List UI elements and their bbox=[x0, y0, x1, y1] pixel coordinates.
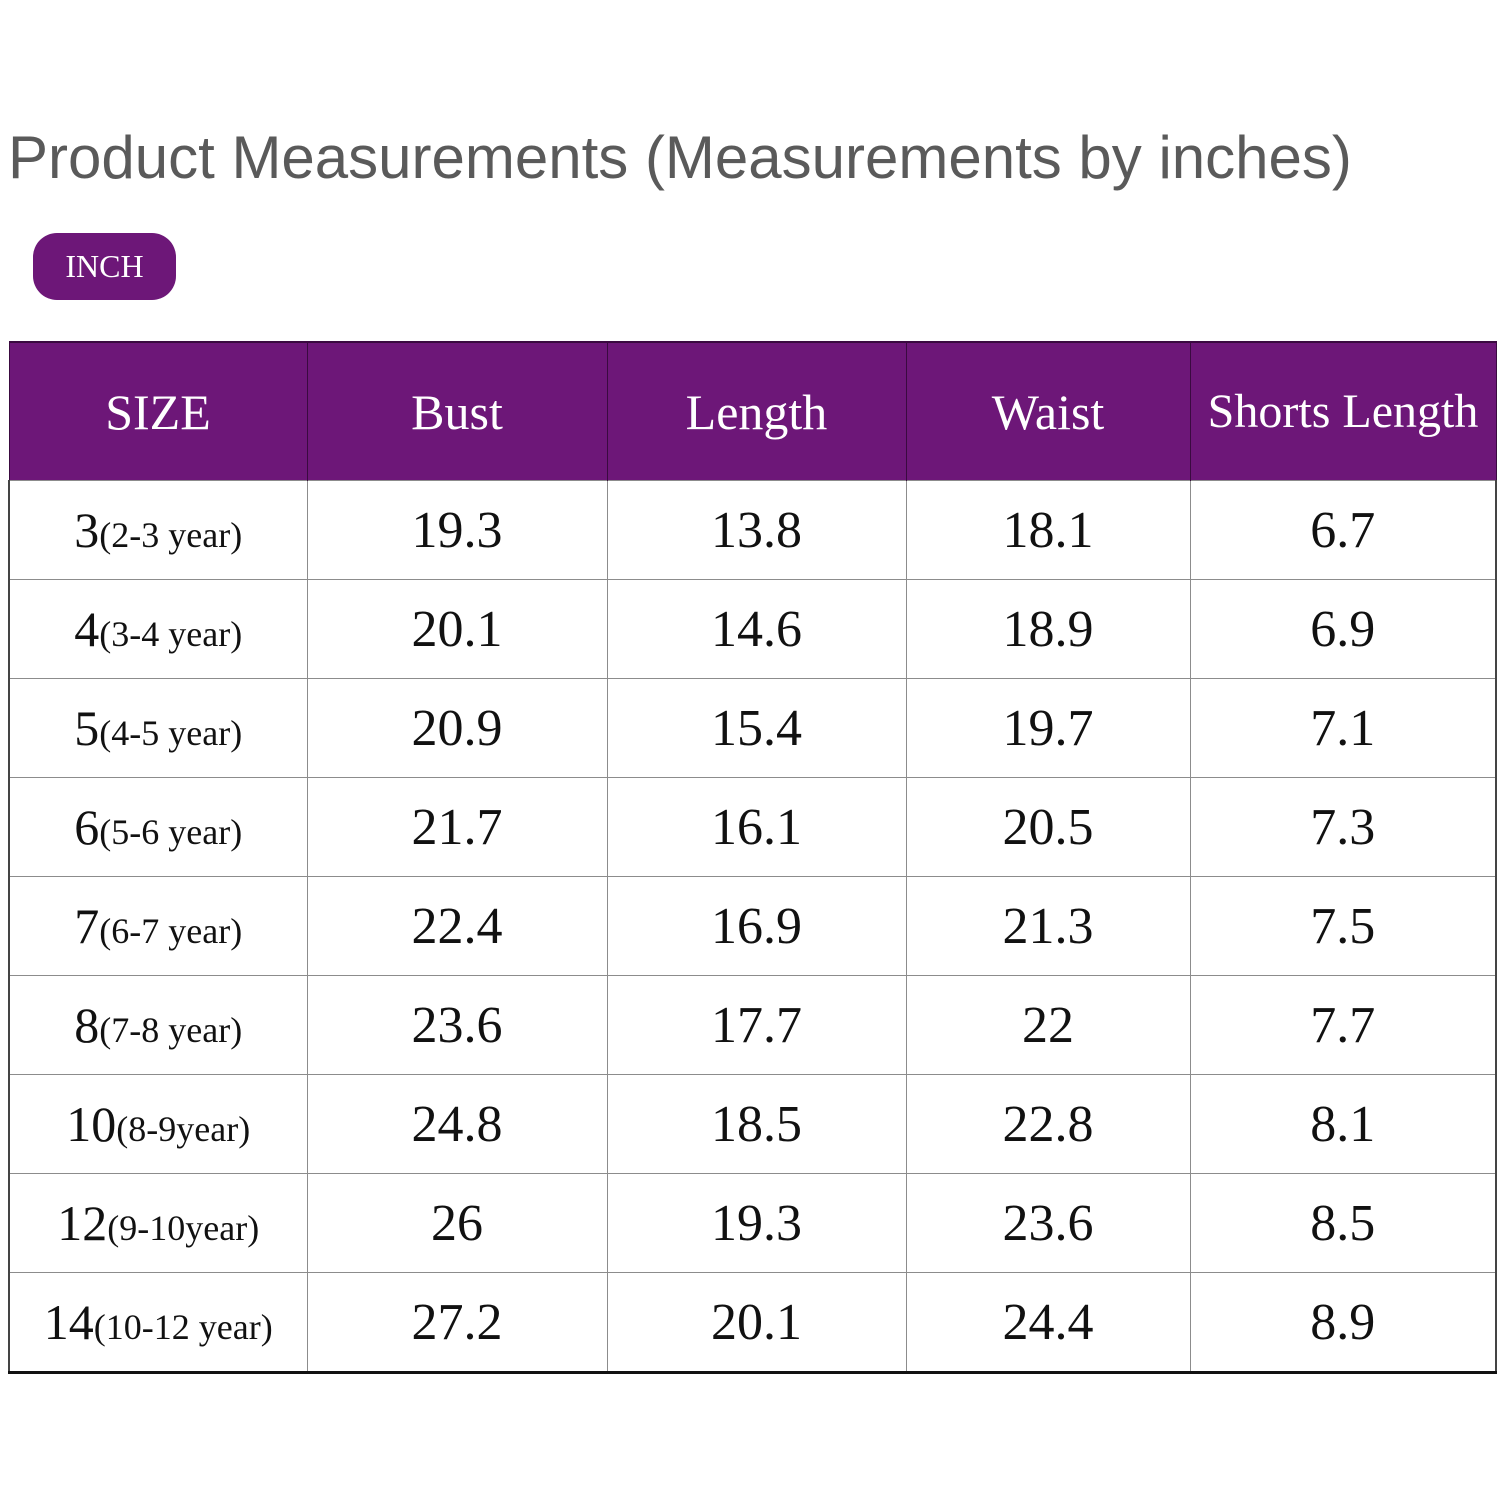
size-cell: 14(10-12 year) bbox=[8, 1272, 308, 1373]
table-row: 4(3-4 year) 20.1 14.6 18.9 6.9 bbox=[8, 579, 1497, 679]
column-header-length: Length bbox=[606, 341, 907, 481]
page-title: Product Measurements (Measurements by in… bbox=[8, 124, 1352, 191]
shorts-length-cell: 8.9 bbox=[1189, 1272, 1497, 1373]
waist-cell: 18.1 bbox=[905, 480, 1191, 580]
shorts-length-cell: 8.5 bbox=[1189, 1173, 1497, 1273]
size-cell: 7(6-7 year) bbox=[8, 876, 308, 976]
size-number: 3 bbox=[74, 501, 100, 558]
column-header-bust: Bust bbox=[306, 341, 608, 481]
column-header-size: SIZE bbox=[8, 341, 308, 481]
size-cell: 6(5-6 year) bbox=[8, 777, 308, 877]
table-row: 7(6-7 year) 22.4 16.9 21.3 7.5 bbox=[8, 876, 1497, 976]
size-number: 7 bbox=[74, 897, 100, 954]
length-cell: 16.9 bbox=[606, 876, 907, 976]
table-row: 6(5-6 year) 21.7 16.1 20.5 7.3 bbox=[8, 777, 1497, 877]
length-cell: 13.8 bbox=[606, 480, 907, 580]
shorts-length-cell: 7.1 bbox=[1189, 678, 1497, 778]
length-cell: 18.5 bbox=[606, 1074, 907, 1174]
shorts-length-cell: 7.3 bbox=[1189, 777, 1497, 877]
size-number: 6 bbox=[74, 798, 100, 855]
size-cell: 4(3-4 year) bbox=[8, 579, 308, 679]
shorts-length-cell: 6.7 bbox=[1189, 480, 1497, 580]
waist-cell: 23.6 bbox=[905, 1173, 1191, 1273]
age-range: (10-12 year) bbox=[93, 1306, 273, 1347]
length-cell: 15.4 bbox=[606, 678, 907, 778]
age-range: (8-9year) bbox=[116, 1108, 251, 1149]
age-range: (3-4 year) bbox=[99, 613, 243, 654]
age-range: (7-8 year) bbox=[99, 1009, 243, 1050]
bust-cell: 19.3 bbox=[306, 480, 608, 580]
waist-cell: 24.4 bbox=[905, 1272, 1191, 1373]
length-cell: 20.1 bbox=[606, 1272, 907, 1373]
size-number: 8 bbox=[74, 996, 100, 1053]
waist-cell: 19.7 bbox=[905, 678, 1191, 778]
size-cell: 12(9-10year) bbox=[8, 1173, 308, 1273]
bust-cell: 21.7 bbox=[306, 777, 608, 877]
length-cell: 19.3 bbox=[606, 1173, 907, 1273]
size-cell: 3(2-3 year) bbox=[8, 480, 308, 580]
age-range: (2-3 year) bbox=[99, 514, 243, 555]
table-row: 5(4-5 year) 20.9 15.4 19.7 7.1 bbox=[8, 678, 1497, 778]
size-chart-table: SIZE Bust Length Waist Shorts Length 3(2… bbox=[8, 341, 1497, 1374]
shorts-length-cell: 8.1 bbox=[1189, 1074, 1497, 1174]
length-cell: 14.6 bbox=[606, 579, 907, 679]
size-number: 4 bbox=[74, 600, 100, 657]
bust-cell: 23.6 bbox=[306, 975, 608, 1075]
size-cell: 5(4-5 year) bbox=[8, 678, 308, 778]
table-row: 8(7-8 year) 23.6 17.7 22 7.7 bbox=[8, 975, 1497, 1075]
shorts-length-cell: 7.5 bbox=[1189, 876, 1497, 976]
bust-cell: 20.1 bbox=[306, 579, 608, 679]
size-number: 10 bbox=[66, 1095, 117, 1152]
waist-cell: 21.3 bbox=[905, 876, 1191, 976]
table-header-row: SIZE Bust Length Waist Shorts Length bbox=[8, 341, 1497, 481]
waist-cell: 20.5 bbox=[905, 777, 1191, 877]
waist-cell: 18.9 bbox=[905, 579, 1191, 679]
table-row: 3(2-3 year) 19.3 13.8 18.1 6.7 bbox=[8, 480, 1497, 580]
bust-cell: 22.4 bbox=[306, 876, 608, 976]
bust-cell: 26 bbox=[306, 1173, 608, 1273]
shorts-length-cell: 6.9 bbox=[1189, 579, 1497, 679]
size-cell: 10(8-9year) bbox=[8, 1074, 308, 1174]
bust-cell: 24.8 bbox=[306, 1074, 608, 1174]
size-number: 14 bbox=[43, 1293, 94, 1350]
length-cell: 16.1 bbox=[606, 777, 907, 877]
age-range: (4-5 year) bbox=[99, 712, 243, 753]
waist-cell: 22 bbox=[905, 975, 1191, 1075]
size-number: 12 bbox=[57, 1194, 108, 1251]
age-range: (5-6 year) bbox=[99, 811, 243, 852]
unit-badge: INCH bbox=[33, 233, 176, 300]
bust-cell: 20.9 bbox=[306, 678, 608, 778]
table-row: 10(8-9year) 24.8 18.5 22.8 8.1 bbox=[8, 1074, 1497, 1174]
table-row: 12(9-10year) 26 19.3 23.6 8.5 bbox=[8, 1173, 1497, 1273]
shorts-length-cell: 7.7 bbox=[1189, 975, 1497, 1075]
column-header-waist: Waist bbox=[905, 341, 1191, 481]
column-header-shorts-length: Shorts Length bbox=[1189, 341, 1497, 481]
table-row: 14(10-12 year) 27.2 20.1 24.4 8.9 bbox=[8, 1272, 1497, 1373]
bust-cell: 27.2 bbox=[306, 1272, 608, 1373]
age-range: (9-10year) bbox=[107, 1207, 260, 1248]
size-number: 5 bbox=[74, 699, 100, 756]
waist-cell: 22.8 bbox=[905, 1074, 1191, 1174]
length-cell: 17.7 bbox=[606, 975, 907, 1075]
size-cell: 8(7-8 year) bbox=[8, 975, 308, 1075]
age-range: (6-7 year) bbox=[99, 910, 243, 951]
